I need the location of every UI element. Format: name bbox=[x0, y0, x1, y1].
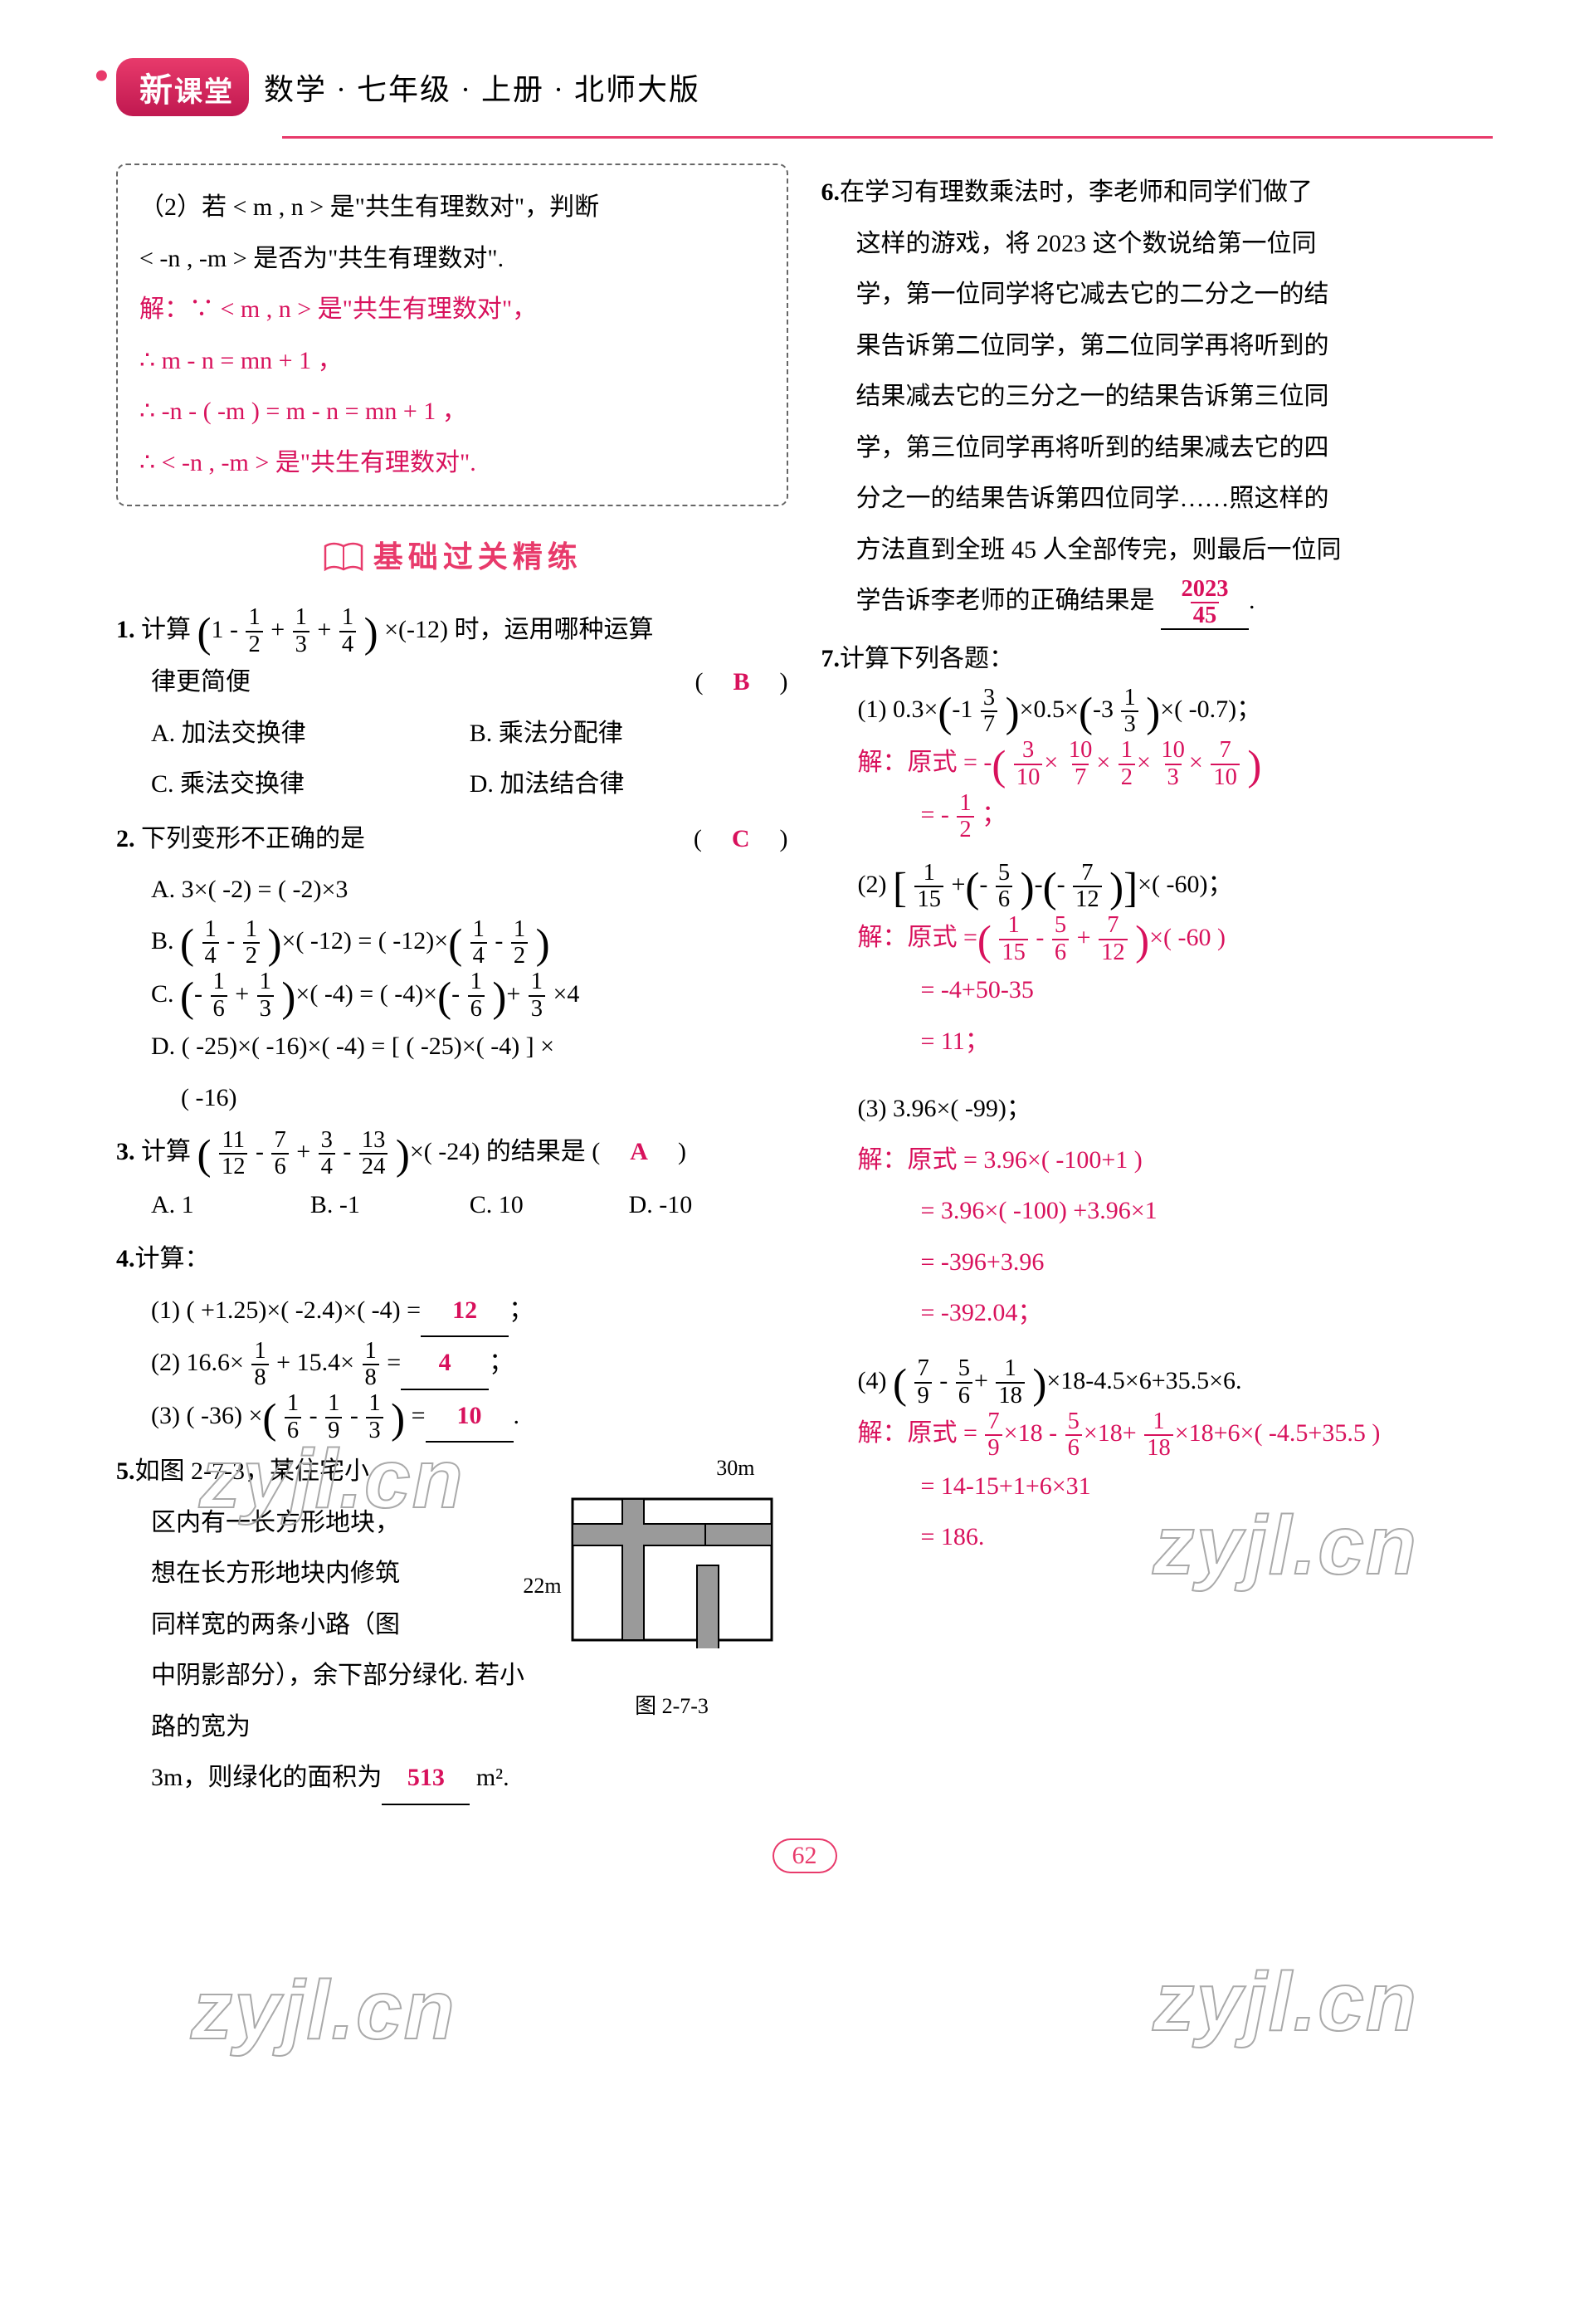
page-number: 62 bbox=[773, 1838, 837, 1873]
badge-rest: 课堂 bbox=[174, 77, 234, 108]
example-solution: 解：∵ < m , n > 是"共生有理数对"， bbox=[139, 284, 765, 335]
section-heading: 基础过关精练 bbox=[116, 526, 788, 588]
question-3: 3. 计算 ( 1112 - 76 + 34 - 1324 )×( -24) 的… bbox=[116, 1126, 788, 1230]
book-title: 数学 · 七年级 · 上册 · 北师大版 bbox=[264, 66, 700, 109]
example-solution: ∴ < -n , -m > 是"共生有理数对". bbox=[139, 437, 765, 489]
right-column: 6.在学习有理数乘法时，李老师和同学们做了 这样的游戏，将 2023 这个数说给… bbox=[821, 164, 1494, 1805]
page-header: 新课堂 数学 · 七年级 · 上册 · 北师大版 bbox=[116, 58, 1493, 116]
solution: 解：原式 = -( 310× 107× 12× 103× 710 ) bbox=[821, 737, 1494, 790]
question-1: 1. 计算 (1 - 12 + 13 + 14 ) ×(-12) 时，运用哪种运… bbox=[116, 604, 788, 810]
series-badge: 新课堂 bbox=[116, 58, 249, 116]
question-6: 6.在学习有理数乘法时，李老师和同学们做了 这样的游戏，将 2023 这个数说给… bbox=[821, 167, 1494, 630]
answer-blank: 202345 bbox=[1161, 575, 1249, 630]
figure-caption: 图 2-7-3 bbox=[556, 1684, 788, 1728]
example-solution: ∴ -n - ( -m ) = m - n = mn + 1 ， bbox=[139, 386, 765, 437]
question-7: 7.计算下列各题： (1) 0.3×(-1 37 )×0.5×(-3 13 )×… bbox=[821, 633, 1494, 1563]
fraction: 12 bbox=[246, 606, 262, 657]
answer-paren: ( B ) bbox=[695, 657, 787, 708]
badge-char: 新 bbox=[139, 71, 174, 109]
figure-2-7-3: 30m 22m 图 2-7-3 bbox=[556, 1446, 788, 1728]
watermark: zyjl.cn bbox=[1153, 1917, 1418, 2087]
question-5: 30m 22m 图 2-7-3 5.如图 2-7-3，某住宅小 区内有一长方形地… bbox=[116, 1446, 788, 1805]
section-title: 基础过关精练 bbox=[373, 526, 582, 588]
question-4: 4.计算： (1) ( +1.25)×( -2.4)×( -4) =12； (2… bbox=[116, 1233, 788, 1443]
book-icon bbox=[322, 540, 365, 574]
options: A. 加法交换律 B. 乘法分配律 C. 乘法交换律 D. 加法结合律 bbox=[116, 708, 788, 810]
example-line: （2）若 < m , n > 是"共生有理数对"，判断 bbox=[139, 182, 765, 233]
question-2: 2. 下列变形不正确的是 ( C ) A. 3×( -2) = ( -2)×3 … bbox=[116, 813, 788, 1123]
header-underline bbox=[282, 136, 1493, 139]
watermark: zyjl.cn bbox=[191, 1926, 456, 2096]
worked-example-box: （2）若 < m , n > 是"共生有理数对"，判断 < -n , -m > … bbox=[116, 164, 788, 506]
example-line: < -n , -m > 是否为"共生有理数对". bbox=[139, 233, 765, 285]
content-columns: （2）若 < m , n > 是"共生有理数对"，判断 < -n , -m > … bbox=[116, 164, 1493, 1805]
page-footer: 62 bbox=[116, 1838, 1493, 1873]
left-column: （2）若 < m , n > 是"共生有理数对"，判断 < -n , -m > … bbox=[116, 164, 788, 1805]
page: 新课堂 数学 · 七年级 · 上册 · 北师大版 （2）若 < m , n > … bbox=[0, 0, 1584, 1940]
example-solution: ∴ m - n = mn + 1 ， bbox=[139, 335, 765, 387]
